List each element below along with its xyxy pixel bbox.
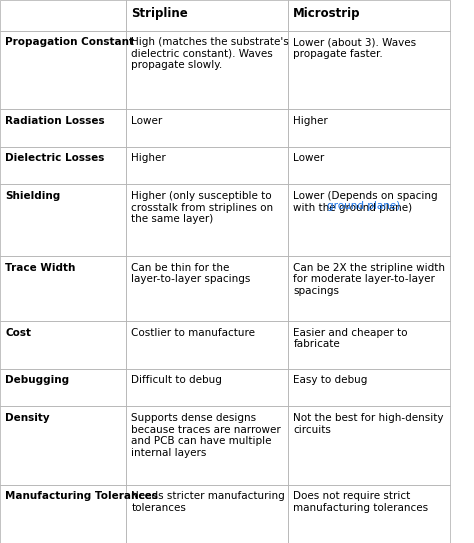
Text: Radiation Losses: Radiation Losses [5, 116, 105, 126]
FancyBboxPatch shape [126, 109, 288, 147]
FancyBboxPatch shape [288, 406, 450, 485]
FancyBboxPatch shape [126, 406, 288, 485]
Text: ground plane): ground plane) [327, 201, 400, 211]
FancyBboxPatch shape [126, 0, 288, 31]
Text: Lower (Depends on spacing
with the ground plane): Lower (Depends on spacing with the groun… [293, 191, 438, 212]
FancyBboxPatch shape [0, 485, 126, 543]
FancyBboxPatch shape [0, 321, 126, 369]
Text: Difficult to debug: Difficult to debug [131, 375, 222, 386]
Text: Propagation Constant: Propagation Constant [5, 37, 135, 47]
FancyBboxPatch shape [288, 321, 450, 369]
FancyBboxPatch shape [288, 0, 450, 31]
Text: Lower (about 3). Waves
propagate faster.: Lower (about 3). Waves propagate faster. [293, 37, 417, 59]
Text: Stripline: Stripline [131, 7, 188, 20]
Text: Manufacturing Tolerances: Manufacturing Tolerances [5, 491, 158, 501]
Text: Can be thin for the
layer-to-layer spacings: Can be thin for the layer-to-layer spaci… [131, 263, 251, 284]
Text: Costlier to manufacture: Costlier to manufacture [131, 327, 255, 338]
Text: Higher: Higher [293, 116, 328, 126]
FancyBboxPatch shape [126, 369, 288, 406]
Text: Microstrip: Microstrip [293, 7, 361, 20]
FancyBboxPatch shape [0, 147, 126, 185]
FancyBboxPatch shape [126, 485, 288, 543]
Text: Density: Density [5, 413, 50, 423]
Text: Shielding: Shielding [5, 191, 61, 201]
Text: Higher (only susceptible to
crosstalk from striplines on
the same layer): Higher (only susceptible to crosstalk fr… [131, 191, 273, 224]
Text: Debugging: Debugging [5, 375, 70, 386]
FancyBboxPatch shape [288, 256, 450, 321]
Text: Trace Width: Trace Width [5, 263, 76, 273]
FancyBboxPatch shape [288, 31, 450, 109]
FancyBboxPatch shape [0, 406, 126, 485]
Text: Can be 2X the stripline width
for moderate layer-to-layer
spacings: Can be 2X the stripline width for modera… [293, 263, 445, 296]
FancyBboxPatch shape [288, 185, 450, 256]
Text: Does not require strict
manufacturing tolerances: Does not require strict manufacturing to… [293, 491, 428, 513]
FancyBboxPatch shape [126, 185, 288, 256]
Text: Supports dense designs
because traces are narrower
and PCB can have multiple
int: Supports dense designs because traces ar… [131, 413, 281, 458]
Text: High (matches the substrate's
dielectric constant). Waves
propagate slowly.: High (matches the substrate's dielectric… [131, 37, 289, 71]
FancyBboxPatch shape [126, 31, 288, 109]
FancyBboxPatch shape [0, 185, 126, 256]
Text: Needs stricter manufacturing
tolerances: Needs stricter manufacturing tolerances [131, 491, 285, 513]
FancyBboxPatch shape [0, 31, 126, 109]
FancyBboxPatch shape [0, 109, 126, 147]
FancyBboxPatch shape [0, 256, 126, 321]
FancyBboxPatch shape [126, 256, 288, 321]
FancyBboxPatch shape [0, 369, 126, 406]
FancyBboxPatch shape [0, 0, 126, 31]
Text: Lower: Lower [131, 116, 163, 126]
FancyBboxPatch shape [288, 109, 450, 147]
Text: Cost: Cost [5, 327, 31, 338]
Text: Not the best for high-density
circuits: Not the best for high-density circuits [293, 413, 444, 434]
FancyBboxPatch shape [126, 321, 288, 369]
Text: Lower: Lower [293, 153, 325, 163]
FancyBboxPatch shape [288, 369, 450, 406]
Text: Easy to debug: Easy to debug [293, 375, 368, 386]
Text: Higher: Higher [131, 153, 166, 163]
Text: Dielectric Losses: Dielectric Losses [5, 153, 105, 163]
FancyBboxPatch shape [288, 147, 450, 185]
FancyBboxPatch shape [126, 147, 288, 185]
FancyBboxPatch shape [288, 485, 450, 543]
Text: Easier and cheaper to
fabricate: Easier and cheaper to fabricate [293, 327, 408, 349]
